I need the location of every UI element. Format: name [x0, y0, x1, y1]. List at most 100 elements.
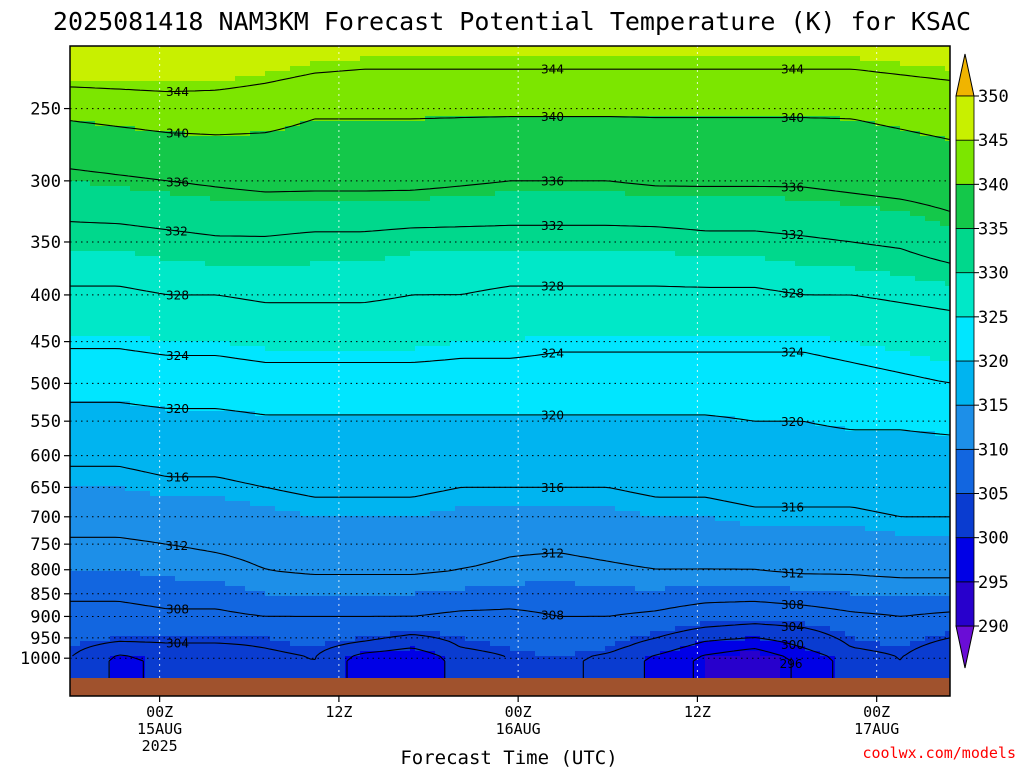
theta-cell	[755, 141, 761, 147]
theta-cell	[890, 66, 896, 72]
theta-cell	[800, 101, 806, 107]
theta-cell	[870, 61, 876, 67]
theta-cell	[105, 81, 111, 87]
theta-cell	[555, 91, 561, 97]
theta-cell	[675, 51, 681, 57]
theta-cell	[945, 116, 950, 122]
theta-cell	[140, 86, 146, 92]
theta-cell	[280, 151, 286, 157]
theta-cell	[155, 61, 161, 67]
theta-cell	[835, 81, 841, 87]
theta-cell	[910, 146, 916, 152]
theta-cell	[725, 161, 731, 167]
theta-cell	[75, 156, 81, 162]
theta-cell	[150, 116, 156, 122]
theta-cell	[90, 76, 96, 82]
theta-cell	[95, 51, 101, 57]
theta-cell	[475, 176, 481, 182]
theta-cell	[105, 116, 111, 122]
theta-cell	[215, 146, 221, 152]
theta-cell	[890, 136, 896, 142]
theta-cell	[335, 166, 341, 172]
theta-cell	[625, 61, 631, 67]
theta-cell	[465, 71, 471, 77]
theta-cell	[160, 71, 166, 77]
theta-cell	[900, 136, 906, 142]
theta-cell	[790, 141, 796, 147]
theta-cell	[145, 101, 151, 107]
theta-cell	[120, 46, 126, 52]
theta-cell	[510, 91, 516, 97]
theta-cell	[285, 121, 291, 127]
theta-cell	[460, 51, 466, 57]
theta-cell	[865, 111, 871, 117]
theta-cell	[640, 91, 646, 97]
theta-cell	[760, 156, 766, 162]
theta-cell	[590, 46, 596, 52]
theta-cell	[260, 146, 266, 152]
theta-cell	[460, 166, 466, 172]
theta-cell	[165, 141, 171, 147]
theta-cell	[650, 101, 656, 107]
theta-cell	[820, 156, 826, 162]
theta-cell	[340, 166, 346, 172]
theta-cell	[395, 101, 401, 107]
theta-cell	[115, 171, 121, 177]
theta-cell	[940, 96, 946, 102]
theta-cell	[165, 66, 171, 72]
theta-cell	[810, 96, 816, 102]
theta-cell	[245, 186, 251, 192]
theta-cell	[320, 146, 326, 152]
theta-cell	[80, 116, 86, 122]
theta-cell	[570, 101, 576, 107]
theta-cell	[940, 61, 946, 67]
theta-cell	[650, 146, 656, 152]
theta-cell	[265, 51, 271, 57]
theta-cell	[835, 61, 841, 67]
theta-cell	[720, 171, 726, 177]
theta-cell	[430, 131, 436, 137]
theta-cell	[110, 126, 116, 132]
theta-cell	[430, 106, 436, 112]
theta-cell	[365, 151, 371, 157]
theta-cell	[855, 171, 861, 177]
theta-cell	[550, 131, 556, 137]
theta-cell	[420, 56, 426, 62]
theta-cell	[285, 166, 291, 172]
theta-cell	[740, 106, 746, 112]
theta-cell	[115, 146, 121, 152]
theta-cell	[805, 131, 811, 137]
theta-cell	[460, 76, 466, 82]
theta-cell	[70, 141, 76, 147]
theta-cell	[595, 86, 601, 92]
theta-cell	[795, 151, 801, 157]
theta-cell	[880, 166, 886, 172]
theta-cell	[185, 76, 191, 82]
theta-cell	[225, 66, 231, 72]
theta-cell	[745, 126, 751, 132]
theta-cell	[420, 146, 426, 152]
theta-cell	[660, 136, 666, 142]
theta-cell	[875, 116, 881, 122]
theta-cell	[85, 121, 91, 127]
theta-cell	[630, 91, 636, 97]
theta-cell	[315, 56, 321, 62]
theta-cell	[240, 71, 246, 77]
theta-cell	[530, 161, 536, 167]
theta-cell	[330, 151, 336, 157]
theta-cell	[915, 111, 921, 117]
theta-cell	[485, 141, 491, 147]
theta-cell	[165, 86, 171, 92]
theta-cell	[840, 111, 846, 117]
theta-cell	[220, 46, 226, 52]
theta-cell	[760, 171, 766, 177]
theta-cell	[830, 161, 836, 167]
theta-cell	[145, 186, 151, 192]
theta-cell	[350, 141, 356, 147]
theta-cell	[290, 106, 296, 112]
theta-cell	[445, 156, 451, 162]
theta-cell	[860, 116, 866, 122]
theta-cell	[850, 141, 856, 147]
theta-cell	[520, 106, 526, 112]
theta-cell	[315, 161, 321, 167]
